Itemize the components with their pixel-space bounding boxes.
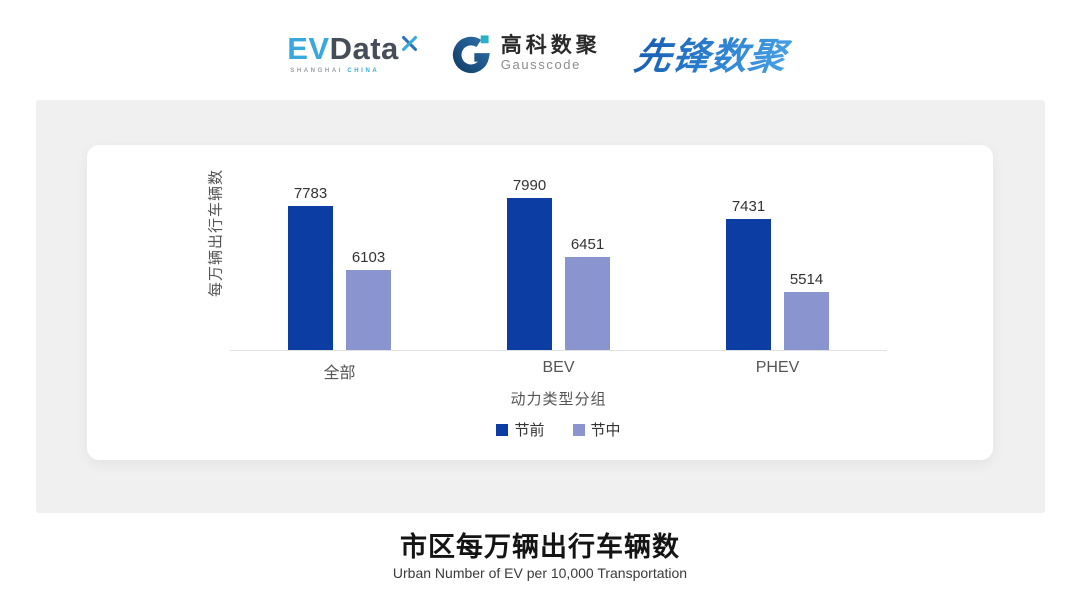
x-axis-label: 动力类型分组 xyxy=(510,391,607,408)
gausscode-en-text: Gausscode xyxy=(500,56,581,72)
legend-swatch-icon xyxy=(572,423,585,436)
bar-value-label: 6451 xyxy=(570,236,605,253)
bar-节中: 5514 xyxy=(784,271,829,350)
gausscode-text: 高科数聚 Gausscode xyxy=(500,33,601,72)
bar-节前: 7990 xyxy=(507,177,552,350)
bar-节中: 6103 xyxy=(346,249,391,350)
bar-节前: 7783 xyxy=(288,185,333,350)
bar-value-label: 7783 xyxy=(293,185,328,202)
category-label: PHEV xyxy=(755,359,800,376)
evdata-data-text: Data xyxy=(329,30,399,66)
chart-legend: 节前 节中 xyxy=(230,419,887,440)
evdata-wordmark: EV Data xyxy=(287,30,417,66)
bar-value-label: 6103 xyxy=(351,249,386,266)
bar-节前: 7431 xyxy=(726,198,771,350)
bar-group: 7990 6451 BEV xyxy=(449,177,668,376)
evdata-logo: EV Data SHANGHAI CHINA xyxy=(287,30,417,74)
bar-group: 7783 6103 全部 xyxy=(230,185,449,382)
evdata-china-text: CHINA xyxy=(347,67,380,74)
evdata-shanghai-text: SHANGHAI xyxy=(290,67,344,74)
chart-card: 每万辆出行车辆数 7783 6103 全部 7990 6451 BEV 7431 5514 PH… xyxy=(87,145,993,460)
bar-节中: 6451 xyxy=(565,236,610,350)
category-label: 全部 xyxy=(323,365,356,382)
legend-item: 节中 xyxy=(572,419,621,440)
legend-label: 节中 xyxy=(590,422,621,439)
bar-value-label: 7431 xyxy=(731,198,766,215)
logo-strip: EV Data SHANGHAI CHINA xyxy=(0,20,1080,86)
category-label: BEV xyxy=(542,359,575,376)
evdata-ev-text: EV xyxy=(287,30,330,66)
legend-swatch-icon xyxy=(496,423,509,436)
gausscode-g-icon xyxy=(452,35,490,74)
pioneer-logo: 先锋数聚 xyxy=(631,26,797,80)
page-subtitle: Urban Number of EV per 10,000 Transporta… xyxy=(392,565,688,581)
bar-group: 7431 5514 PHEV xyxy=(668,191,887,376)
gausscode-cn-text: 高科数聚 xyxy=(500,33,601,57)
evdata-subtext: SHANGHAI CHINA xyxy=(287,68,379,74)
evdata-star-icon xyxy=(401,35,417,51)
bar-value-label: 5514 xyxy=(789,271,824,288)
legend-label: 节前 xyxy=(514,422,545,439)
plot-area: 7783 6103 全部 7990 6451 BEV 7431 5514 PHEV xyxy=(230,177,887,382)
gausscode-logo: 高科数聚 Gausscode xyxy=(450,32,601,74)
bar-value-label: 7990 xyxy=(512,177,547,194)
legend-item: 节前 xyxy=(496,419,545,440)
page-title: 市区每万辆出行车辆数 xyxy=(400,532,680,562)
